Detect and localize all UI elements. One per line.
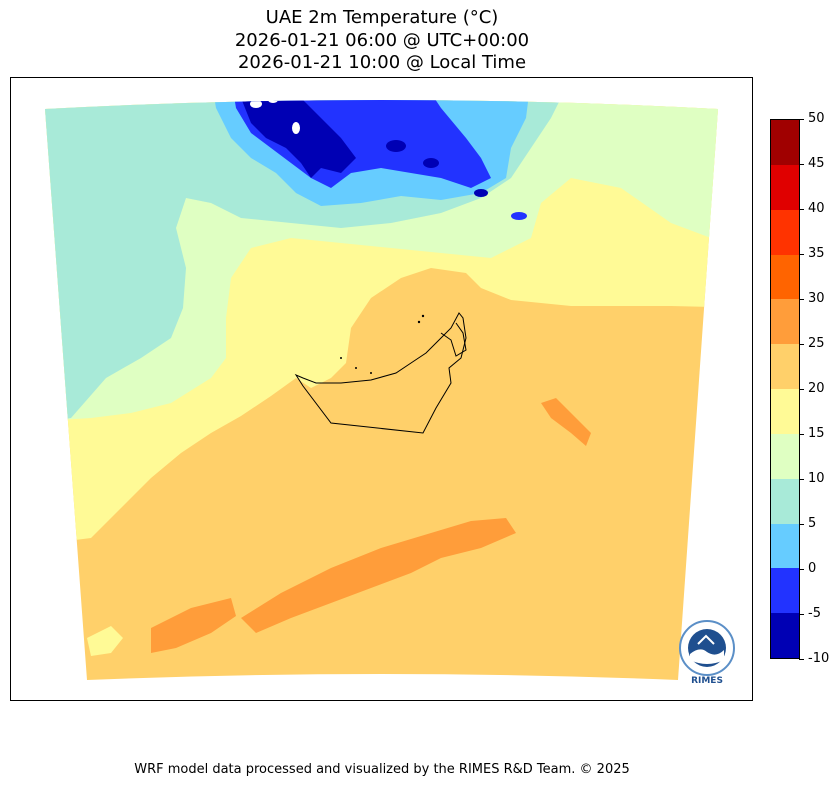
colorbar-tick [799,569,804,570]
colorbar-tick [799,479,804,480]
colorbar-tick-label: 40 [808,201,825,216]
colorbar-tick [799,299,804,300]
island-dot [340,357,342,359]
rimes-logo-icon [679,620,735,676]
footer-credit: WRF model data processed and visualized … [134,762,630,777]
colorbar-tick-label: 20 [808,381,825,396]
island-dot [421,314,425,318]
uae-boundary [294,312,467,434]
colorbar [770,119,800,659]
map-title-line-1: UAE 2m Temperature (°C) [265,7,499,28]
island-dot [355,367,357,369]
colorbar-tick [799,659,804,660]
band-15-20 [87,626,123,656]
uae-coast-islands [440,322,467,357]
colorbar-band [771,209,799,255]
colorbar-tick [799,344,804,345]
colorbar-band [771,299,799,345]
colorbar-band [771,568,799,614]
colorbar-band [771,164,799,211]
colorbar-band [771,433,799,480]
colorbar-tick [799,524,804,525]
colorbar-tick [799,209,804,210]
map-title-line-2: 2026-01-21 06:00 @ UTC+00:00 [234,30,530,51]
colorbar-band [771,613,799,659]
colorbar-tick [799,119,804,120]
rimes-logo-text: RIMES [691,676,723,686]
colorbar-band [771,254,799,300]
colorbar-band [771,120,799,166]
colorbar-tick [799,389,804,390]
cold-speckle [292,122,300,134]
island-dot [370,372,372,374]
colorbar-band [771,389,799,435]
colorbar-tick-label: 25 [808,336,825,351]
band-25-30 [541,398,591,446]
island-dot [417,320,421,324]
map-title-line-3: 2026-01-21 10:00 @ Local Time [237,52,527,73]
cold-cell [474,189,488,197]
rimes-logo: RIMES [676,620,738,690]
colorbar-tick-label: -10 [808,651,830,666]
band-25-30 [241,518,516,633]
colorbar-tick-label: 50 [808,111,825,126]
colorbar-tick [799,164,804,165]
colorbar-band [771,523,799,569]
cold-cell [511,212,527,220]
cold-cell [423,158,439,168]
colorbar-tick-label: 30 [808,291,825,306]
cold-speckle [250,100,262,108]
colorbar-tick-label: -5 [808,606,821,621]
cold-cell [386,140,406,152]
colorbar-band [771,344,799,390]
band-minus10-minus5 [241,100,356,178]
colorbar-tick-label: 10 [808,471,825,486]
cold-speckle [268,100,278,103]
colorbar-band [771,478,799,524]
colorbar-tick-label: 0 [808,561,817,576]
band-25-30 [151,598,236,653]
map-frame [10,77,753,701]
colorbar-tick-label: 15 [808,426,825,441]
colorbar-tick-label: 45 [808,156,825,171]
colorbar-tick [799,614,804,615]
colorbar-tick-label: 5 [808,516,817,531]
temperature-map [45,100,718,680]
colorbar-tick [799,434,804,435]
colorbar-tick-label: 35 [808,246,825,261]
colorbar-tick [799,254,804,255]
